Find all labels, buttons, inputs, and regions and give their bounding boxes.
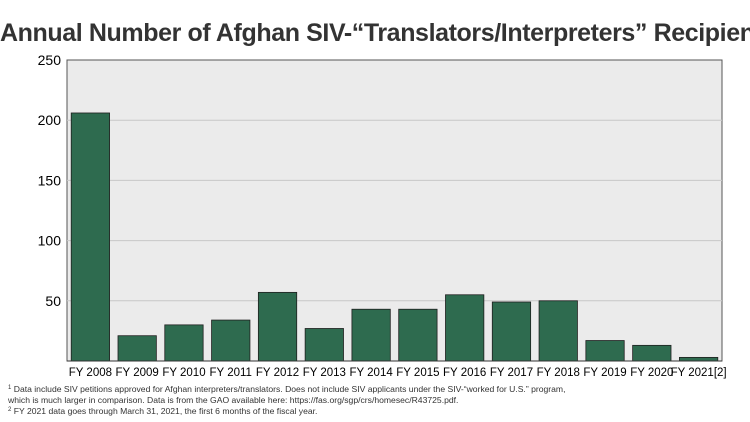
x-tick-label: FY 2019: [583, 367, 626, 379]
y-tick-label: 50: [45, 293, 61, 309]
x-axis-ticks: FY 2008 FY 2009 FY 2010 FY 2011 FY 2012 FY 20…: [69, 367, 727, 379]
bar-fy-2021-2: [679, 356, 719, 362]
bar-fy-2009: [117, 335, 157, 362]
chart-title: Annual Number of Afghan SIV-“Translators…: [0, 18, 750, 48]
bar-fy-2011: [211, 319, 251, 362]
footnote-2-line-1: 2 FY 2021 data goes through March 31, 20…: [8, 405, 743, 417]
x-tick-label: FY 2020: [630, 367, 673, 379]
bar-fy-2019: [585, 340, 625, 362]
x-tick-label: FY 2009: [116, 367, 159, 379]
x-tick-label: FY 2017: [490, 367, 533, 379]
chart-title-text: Annual Number of Afghan SIV-“Translators…: [0, 19, 750, 47]
footnote-1-text-2: which is much larger in comparison. Data…: [8, 394, 459, 405]
plot-area: [66, 59, 723, 362]
bar-fy-2014: [351, 308, 391, 362]
y-tick-label: 250: [38, 52, 62, 68]
x-tick-label: FY 2008: [69, 367, 112, 379]
bar-fy-2017: [491, 301, 532, 362]
gridlines: [67, 119, 722, 302]
footnote-2-text-1: FY 2021 data goes through March 31, 2021…: [13, 406, 318, 416]
bar-fy-2012: [257, 291, 298, 362]
x-tick-label: FY 2016: [443, 367, 486, 379]
x-tick-label: FY 2010: [162, 367, 205, 379]
x-tick-label: FY 2011: [210, 367, 252, 379]
x-tick-label: FY 2014: [349, 367, 393, 379]
footnote-1-line-1: 1 Data include SIV petitions approved fo…: [8, 383, 743, 395]
bar-fy-2013: [304, 328, 344, 362]
bar-fy-2016: [445, 294, 485, 362]
y-tick-label: 100: [38, 233, 62, 249]
x-tick-label: FY 2013: [303, 367, 346, 379]
bar-fy-2010: [164, 324, 204, 362]
x-tick-label: FY 2012: [256, 367, 299, 379]
bars: [70, 112, 719, 362]
footnote-1-mark: 1: [8, 385, 12, 391]
bar-fy-2018: [538, 300, 578, 362]
y-tick-label: 150: [38, 172, 62, 188]
x-tick-label: FY 2021[2]: [671, 367, 727, 379]
footnote-2-mark: 2: [8, 407, 12, 413]
y-tick-label: 200: [38, 112, 62, 128]
bar-fy-2020: [632, 344, 672, 362]
y-axis-ticks: 50 100 150 200 250: [38, 52, 62, 309]
footnotes: 1 Data include SIV petitions approved fo…: [8, 383, 743, 417]
bar-fy-2015: [398, 308, 438, 362]
x-tick-label: FY 2015: [396, 367, 439, 379]
footnote-1-text-1: Data include SIV petitions approved for …: [13, 384, 566, 394]
footnote-1-line-2: which is much larger in comparison. Data…: [8, 395, 743, 406]
bar-fy-2008: [70, 112, 110, 362]
x-tick-label: FY 2018: [537, 367, 580, 379]
